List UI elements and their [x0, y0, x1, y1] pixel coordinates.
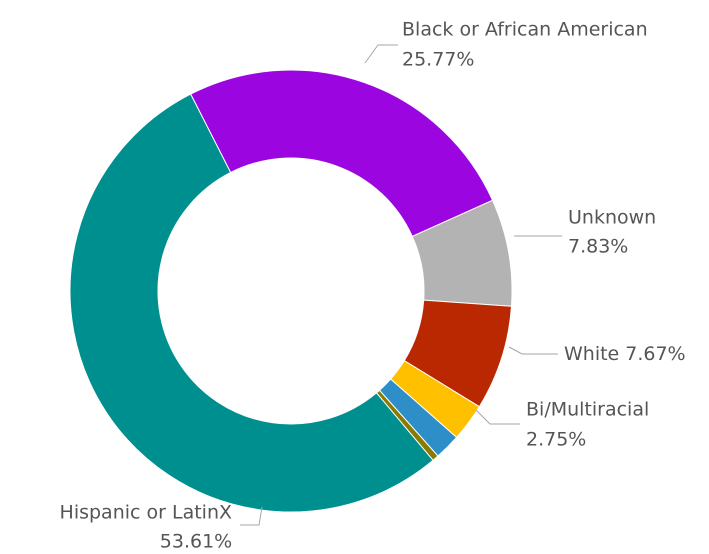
category-label: White [564, 343, 619, 365]
data-label: White 7.67% [564, 343, 686, 365]
value-label: 7.83% [568, 236, 628, 258]
leader-line [508, 346, 558, 355]
category-label: Hispanic or LatinX [60, 502, 232, 524]
donut-slice [69, 93, 434, 513]
category-label: Unknown [568, 207, 656, 229]
leader-line [240, 506, 263, 526]
leader-line [364, 44, 398, 64]
value-label: 2.75% [526, 429, 586, 451]
value-label: 53.61% [160, 531, 232, 553]
value-label: 7.67% [625, 343, 685, 365]
category-label: Bi/Multiracial [526, 399, 649, 421]
leader-line [475, 409, 520, 425]
category-label: Black or African American [402, 19, 648, 41]
value-label: 25.77% [402, 49, 474, 71]
donut-slice [189, 69, 494, 238]
